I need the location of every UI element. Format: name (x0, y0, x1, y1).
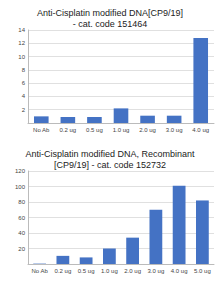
svg-text:4.0 ug: 4.0 ug (192, 127, 209, 133)
svg-text:2.0 ug: 2.0 ug (124, 268, 141, 274)
svg-text:5.0 ug: 5.0 ug (194, 268, 211, 274)
svg-text:0.5 ug: 0.5 ug (86, 127, 103, 133)
svg-text:4: 4 (22, 93, 26, 99)
svg-text:3.0 ug: 3.0 ug (148, 268, 165, 274)
svg-text:40: 40 (18, 230, 25, 236)
svg-text:0.2 ug: 0.2 ug (60, 127, 77, 133)
svg-text:80: 80 (18, 199, 25, 205)
svg-text:10: 10 (18, 54, 25, 60)
svg-text:14: 14 (18, 27, 25, 33)
svg-text:60: 60 (18, 215, 25, 221)
svg-text:6: 6 (22, 80, 26, 86)
svg-text:100: 100 (15, 184, 26, 190)
svg-text:12: 12 (18, 40, 25, 46)
svg-text:[CP9/19] - cat. code 152732: [CP9/19] - cat. code 152732 (54, 160, 166, 170)
svg-text:1.0 ug: 1.0 ug (101, 268, 118, 274)
svg-text:No Ab: No Ab (33, 127, 50, 133)
svg-text:1.0 ug: 1.0 ug (113, 127, 130, 133)
svg-text:20: 20 (18, 246, 25, 252)
svg-text:3.0 ug: 3.0 ug (166, 127, 183, 133)
svg-text:No Ab: No Ab (31, 268, 48, 274)
svg-text:2.0 ug: 2.0 ug (139, 127, 156, 133)
svg-text:0.2 ug: 0.2 ug (55, 268, 72, 274)
svg-text:Anti-Cisplatin modified DNA, R: Anti-Cisplatin modified DNA, Recombinant (25, 149, 195, 159)
svg-text:8: 8 (22, 67, 26, 73)
svg-text:0.5 ug: 0.5 ug (78, 268, 95, 274)
svg-text:4.0 ug: 4.0 ug (171, 268, 188, 274)
svg-text:120: 120 (15, 168, 26, 174)
svg-text:- cat. code 151464: - cat. code 151464 (73, 19, 148, 29)
svg-text:2: 2 (22, 107, 26, 113)
svg-text:Anti-Cisplatin modified DNA[CP: Anti-Cisplatin modified DNA[CP9/19] (37, 8, 183, 18)
